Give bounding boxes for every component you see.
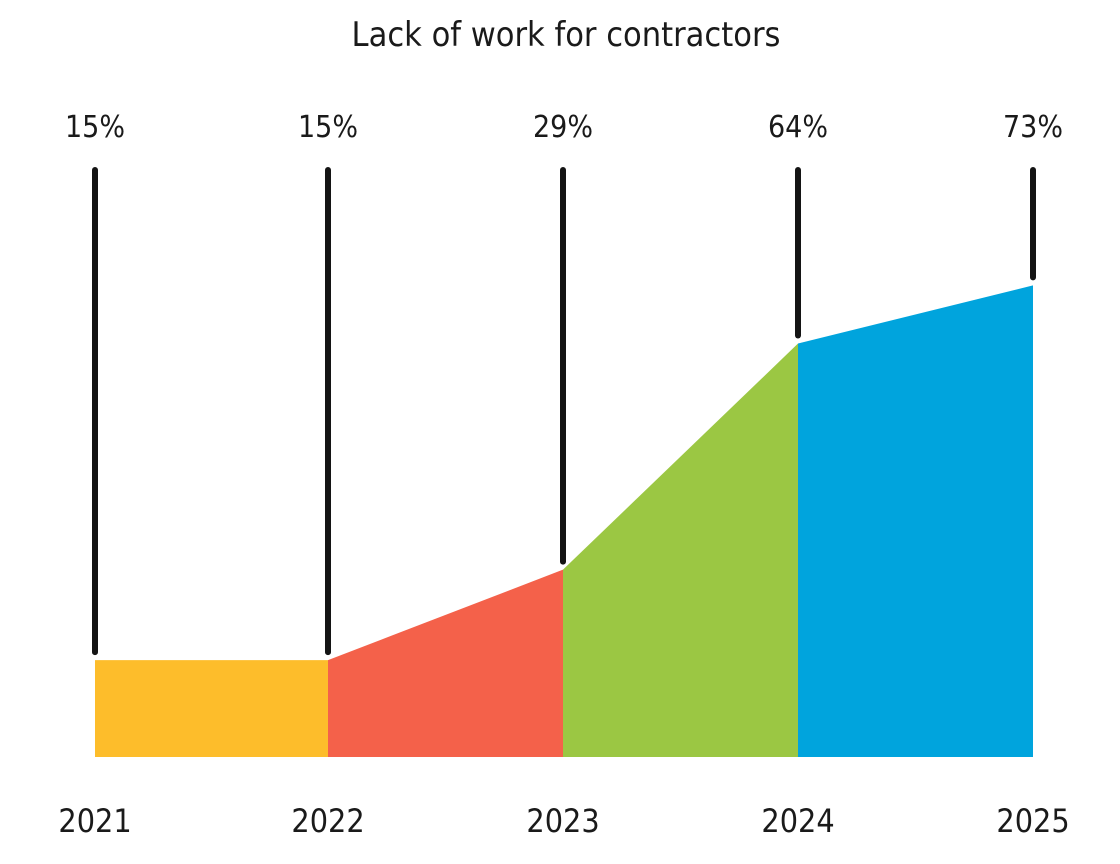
area-segment-2024-2025	[798, 285, 1033, 757]
area-segment-2023-2024	[563, 343, 798, 757]
value-label-2021: 15%	[65, 110, 125, 145]
value-label-2023: 29%	[533, 110, 593, 145]
value-labels: 15% 15% 29% 64% 73%	[65, 110, 1063, 145]
value-label-2025: 73%	[1003, 110, 1063, 145]
chart-title: Lack of work for contractors	[352, 15, 781, 55]
year-labels: 2021 2022 2023 2024 2025	[58, 802, 1069, 840]
value-label-2022: 15%	[298, 110, 358, 145]
area-segment-2022-2023	[328, 569, 563, 757]
year-label-2024: 2024	[761, 802, 834, 840]
year-label-2021: 2021	[58, 802, 131, 840]
year-label-2022: 2022	[291, 802, 364, 840]
area-segments	[95, 285, 1033, 757]
leader-lines	[92, 167, 1036, 656]
year-label-2023: 2023	[526, 802, 599, 840]
area-segment-2021-2022	[95, 660, 328, 757]
year-label-2025: 2025	[996, 802, 1069, 840]
value-label-2024: 64%	[768, 110, 828, 145]
